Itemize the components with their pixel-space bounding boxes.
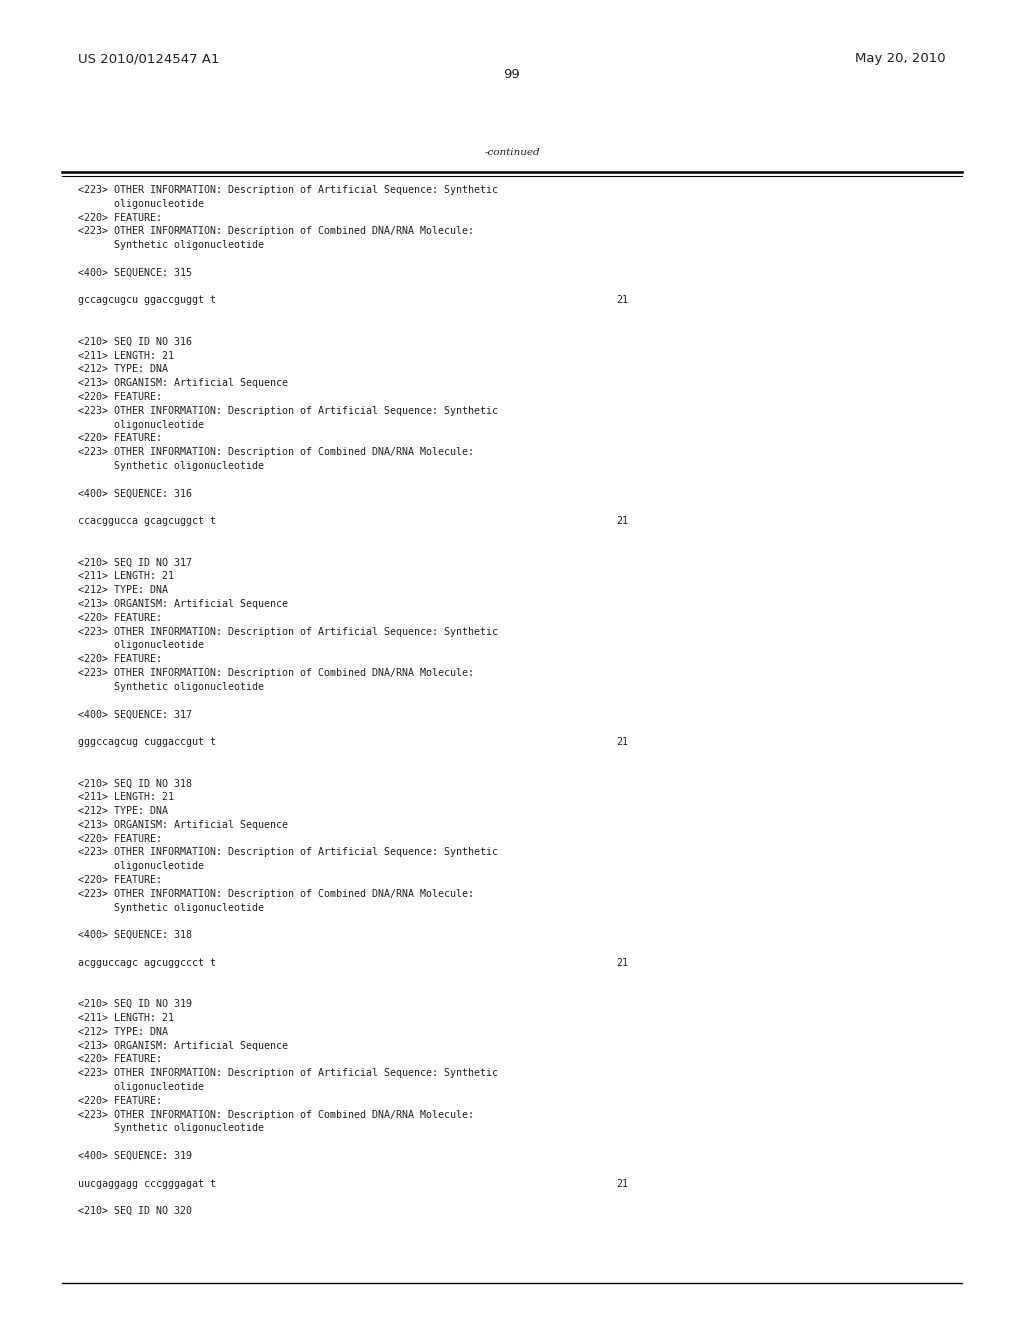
Text: <223> OTHER INFORMATION: Description of Artificial Sequence: Synthetic: <223> OTHER INFORMATION: Description of … [78, 847, 498, 858]
Text: 21: 21 [616, 296, 628, 305]
Text: <210> SEQ ID NO 316: <210> SEQ ID NO 316 [78, 337, 193, 347]
Text: <400> SEQUENCE: 319: <400> SEQUENCE: 319 [78, 1151, 193, 1162]
Text: <212> TYPE: DNA: <212> TYPE: DNA [78, 364, 168, 375]
Text: <213> ORGANISM: Artificial Sequence: <213> ORGANISM: Artificial Sequence [78, 599, 288, 609]
Text: <211> LENGTH: 21: <211> LENGTH: 21 [78, 572, 174, 581]
Text: gggccagcug cuggaccgut t: gggccagcug cuggaccgut t [78, 737, 216, 747]
Text: May 20, 2010: May 20, 2010 [855, 51, 946, 65]
Text: 21: 21 [616, 958, 628, 968]
Text: <223> OTHER INFORMATION: Description of Combined DNA/RNA Molecule:: <223> OTHER INFORMATION: Description of … [78, 227, 474, 236]
Text: <220> FEATURE:: <220> FEATURE: [78, 392, 162, 403]
Text: acgguccagc agcuggccct t: acgguccagc agcuggccct t [78, 958, 216, 968]
Text: <210> SEQ ID NO 319: <210> SEQ ID NO 319 [78, 999, 193, 1010]
Text: uucgaggagg cccgggagat t: uucgaggagg cccgggagat t [78, 1179, 216, 1188]
Text: 99: 99 [504, 69, 520, 81]
Text: <220> FEATURE:: <220> FEATURE: [78, 655, 162, 664]
Text: <213> ORGANISM: Artificial Sequence: <213> ORGANISM: Artificial Sequence [78, 1040, 288, 1051]
Text: oligonucleotide: oligonucleotide [78, 640, 204, 651]
Text: <210> SEQ ID NO 318: <210> SEQ ID NO 318 [78, 779, 193, 788]
Text: <220> FEATURE:: <220> FEATURE: [78, 834, 162, 843]
Text: Synthetic oligonucleotide: Synthetic oligonucleotide [78, 682, 264, 692]
Text: Synthetic oligonucleotide: Synthetic oligonucleotide [78, 240, 264, 251]
Text: 21: 21 [616, 737, 628, 747]
Text: <220> FEATURE:: <220> FEATURE: [78, 433, 162, 444]
Text: oligonucleotide: oligonucleotide [78, 861, 204, 871]
Text: <223> OTHER INFORMATION: Description of Combined DNA/RNA Molecule:: <223> OTHER INFORMATION: Description of … [78, 888, 474, 899]
Text: <210> SEQ ID NO 320: <210> SEQ ID NO 320 [78, 1206, 193, 1216]
Text: <223> OTHER INFORMATION: Description of Artificial Sequence: Synthetic: <223> OTHER INFORMATION: Description of … [78, 627, 498, 636]
Text: -continued: -continued [484, 148, 540, 157]
Text: Synthetic oligonucleotide: Synthetic oligonucleotide [78, 903, 264, 912]
Text: <212> TYPE: DNA: <212> TYPE: DNA [78, 807, 168, 816]
Text: <400> SEQUENCE: 318: <400> SEQUENCE: 318 [78, 931, 193, 940]
Text: <212> TYPE: DNA: <212> TYPE: DNA [78, 1027, 168, 1036]
Text: <220> FEATURE:: <220> FEATURE: [78, 1096, 162, 1106]
Text: <212> TYPE: DNA: <212> TYPE: DNA [78, 585, 168, 595]
Text: oligonucleotide: oligonucleotide [78, 1082, 204, 1092]
Text: oligonucleotide: oligonucleotide [78, 420, 204, 429]
Text: <213> ORGANISM: Artificial Sequence: <213> ORGANISM: Artificial Sequence [78, 820, 288, 830]
Text: 21: 21 [616, 516, 628, 527]
Text: <223> OTHER INFORMATION: Description of Artificial Sequence: Synthetic: <223> OTHER INFORMATION: Description of … [78, 185, 498, 195]
Text: oligonucleotide: oligonucleotide [78, 199, 204, 209]
Text: gccagcugcu ggaccguggt t: gccagcugcu ggaccguggt t [78, 296, 216, 305]
Text: <223> OTHER INFORMATION: Description of Artificial Sequence: Synthetic: <223> OTHER INFORMATION: Description of … [78, 1068, 498, 1078]
Text: <210> SEQ ID NO 317: <210> SEQ ID NO 317 [78, 557, 193, 568]
Text: <400> SEQUENCE: 317: <400> SEQUENCE: 317 [78, 709, 193, 719]
Text: <211> LENGTH: 21: <211> LENGTH: 21 [78, 792, 174, 803]
Text: <220> FEATURE:: <220> FEATURE: [78, 213, 162, 223]
Text: <211> LENGTH: 21: <211> LENGTH: 21 [78, 1012, 174, 1023]
Text: <213> ORGANISM: Artificial Sequence: <213> ORGANISM: Artificial Sequence [78, 379, 288, 388]
Text: <223> OTHER INFORMATION: Description of Combined DNA/RNA Molecule:: <223> OTHER INFORMATION: Description of … [78, 1110, 474, 1119]
Text: <220> FEATURE:: <220> FEATURE: [78, 612, 162, 623]
Text: <220> FEATURE:: <220> FEATURE: [78, 875, 162, 884]
Text: US 2010/0124547 A1: US 2010/0124547 A1 [78, 51, 219, 65]
Text: 21: 21 [616, 1179, 628, 1188]
Text: <223> OTHER INFORMATION: Description of Combined DNA/RNA Molecule:: <223> OTHER INFORMATION: Description of … [78, 447, 474, 457]
Text: <211> LENGTH: 21: <211> LENGTH: 21 [78, 351, 174, 360]
Text: <400> SEQUENCE: 315: <400> SEQUENCE: 315 [78, 268, 193, 277]
Text: ccacggucca gcagcuggct t: ccacggucca gcagcuggct t [78, 516, 216, 527]
Text: <223> OTHER INFORMATION: Description of Artificial Sequence: Synthetic: <223> OTHER INFORMATION: Description of … [78, 405, 498, 416]
Text: Synthetic oligonucleotide: Synthetic oligonucleotide [78, 1123, 264, 1134]
Text: <400> SEQUENCE: 316: <400> SEQUENCE: 316 [78, 488, 193, 499]
Text: <220> FEATURE:: <220> FEATURE: [78, 1055, 162, 1064]
Text: Synthetic oligonucleotide: Synthetic oligonucleotide [78, 461, 264, 471]
Text: <223> OTHER INFORMATION: Description of Combined DNA/RNA Molecule:: <223> OTHER INFORMATION: Description of … [78, 668, 474, 678]
